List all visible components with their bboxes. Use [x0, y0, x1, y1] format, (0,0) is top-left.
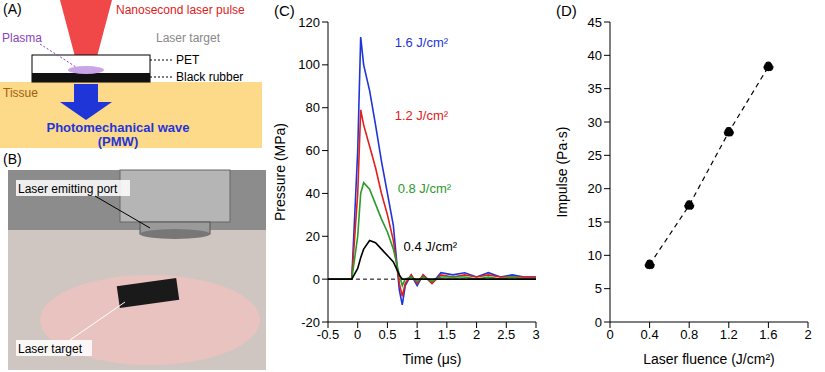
svg-text:-0.5: -0.5 [317, 327, 339, 342]
svg-text:0.8 J/cm²: 0.8 J/cm² [398, 181, 452, 196]
svg-text:10: 10 [588, 248, 602, 263]
svg-text:Laser target: Laser target [156, 31, 221, 45]
svg-text:15: 15 [588, 215, 602, 230]
svg-text:(A): (A) [3, 1, 22, 17]
svg-text:0.5: 0.5 [378, 327, 396, 342]
svg-text:1.2 J/cm²: 1.2 J/cm² [395, 108, 449, 123]
html-text:(C): (C) [274, 2, 295, 19]
svg-text:0: 0 [595, 315, 602, 330]
svg-text:Plasma: Plasma [2, 31, 42, 45]
svg-text:20: 20 [588, 181, 602, 196]
html-text:(D): (D) [556, 2, 577, 19]
svg-text:30: 30 [588, 115, 602, 130]
svg-text:2.5: 2.5 [497, 327, 515, 342]
svg-text:0.8: 0.8 [680, 327, 698, 342]
svg-text:Laser fluence (J/cm²): Laser fluence (J/cm²) [643, 351, 774, 367]
svg-text:Tissue: Tissue [3, 86, 38, 100]
svg-text:35: 35 [588, 81, 602, 96]
svg-text:Black rubber: Black rubber [176, 70, 243, 84]
svg-text:1.5: 1.5 [438, 327, 456, 342]
svg-text:0: 0 [606, 327, 613, 342]
svg-text:0: 0 [313, 272, 320, 287]
svg-text:Time (μs): Time (μs) [403, 351, 462, 367]
svg-text:Impulse (Pa·s): Impulse (Pa·s) [554, 126, 570, 217]
svg-text:1.6 J/cm²: 1.6 J/cm² [395, 35, 449, 50]
svg-text:1.2: 1.2 [720, 327, 738, 342]
svg-text:Laser target: Laser target [18, 342, 83, 356]
svg-text:0: 0 [354, 327, 361, 342]
svg-text:25: 25 [588, 148, 602, 163]
svg-text:1: 1 [414, 327, 421, 342]
svg-text:(B): (B) [3, 151, 22, 167]
svg-text:2: 2 [473, 327, 480, 342]
svg-text:Pressure (MPa): Pressure (MPa) [272, 123, 288, 221]
svg-text:1.6: 1.6 [759, 327, 777, 342]
svg-text:(PMW): (PMW) [98, 134, 138, 149]
svg-text:120: 120 [298, 15, 320, 30]
svg-text:-20: -20 [301, 315, 320, 330]
svg-text:40: 40 [306, 186, 320, 201]
svg-text:100: 100 [298, 57, 320, 72]
svg-text:0.4: 0.4 [641, 327, 659, 342]
svg-text:5: 5 [595, 281, 602, 296]
svg-text:PET: PET [176, 53, 200, 67]
svg-text:45: 45 [588, 15, 602, 30]
svg-text:Photomechanical wave: Photomechanical wave [46, 120, 189, 135]
svg-text:0.4 J/cm²: 0.4 J/cm² [404, 239, 458, 254]
svg-text:Nanosecond laser pulse: Nanosecond laser pulse [116, 3, 245, 17]
svg-text:80: 80 [306, 100, 320, 115]
svg-text:Laser emitting port: Laser emitting port [18, 182, 118, 196]
svg-text:40: 40 [588, 48, 602, 63]
svg-text:20: 20 [306, 229, 320, 244]
svg-text:3: 3 [532, 327, 539, 342]
svg-text:60: 60 [306, 143, 320, 158]
svg-text:2: 2 [804, 327, 811, 342]
